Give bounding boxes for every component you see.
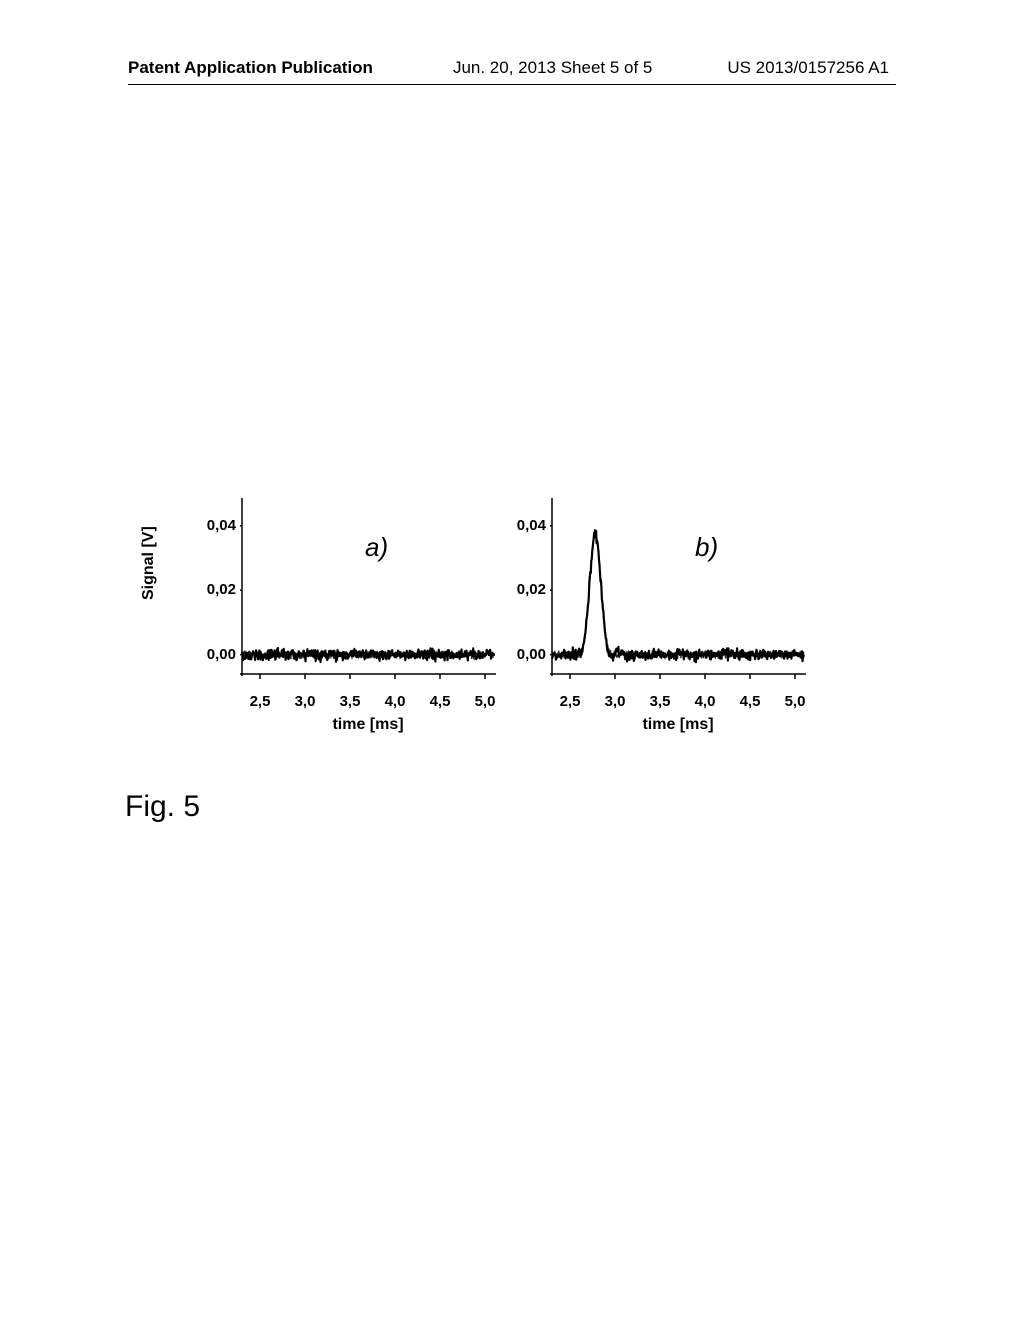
plot-svg-a [240,498,496,692]
header-left: Patent Application Publication [128,58,373,78]
x-tick-label: 4,0 [695,693,716,710]
x-tick-label: 3,0 [295,693,316,710]
plot-svg-b [550,498,806,692]
y-tick-label: 0,04 [506,517,546,534]
x-tick-label: 3,0 [605,693,626,710]
figure-caption: Fig. 5 [125,790,200,824]
x-tick-label: 3,5 [340,693,361,710]
x-tick-label: 5,0 [475,693,496,710]
x-tick-label: 5,0 [785,693,806,710]
x-tick-label: 3,5 [650,693,671,710]
x-tick-label: 2,5 [560,693,581,710]
y-tick-label: 0,02 [196,581,236,598]
y-tick-label: 0,04 [196,517,236,534]
y-tick-label: 0,00 [506,646,546,663]
page-header: Patent Application Publication Jun. 20, … [0,58,1024,78]
x-axis-label: time [ms] [642,716,713,734]
y-tick-label: 0,00 [196,646,236,663]
x-axis-label: time [ms] [332,716,403,734]
figure-5: Signal [V] 0,000,020,04a)2,53,03,54,04,5… [150,490,790,730]
panel-a: 0,000,020,04a)2,53,03,54,04,55,0time [ms… [190,490,485,730]
x-tick-label: 4,5 [740,693,761,710]
panel-b: 0,000,020,04b)2,53,03,54,04,55,0time [ms… [500,490,795,730]
x-tick-label: 4,5 [430,693,451,710]
x-tick-label: 4,0 [385,693,406,710]
header-right: US 2013/0157256 A1 [727,58,889,78]
y-tick-label: 0,02 [506,581,546,598]
header-center: Jun. 20, 2013 Sheet 5 of 5 [453,58,652,78]
header-rule [128,84,896,85]
x-tick-label: 2,5 [250,693,271,710]
y-axis-label: Signal [V] [140,526,158,600]
